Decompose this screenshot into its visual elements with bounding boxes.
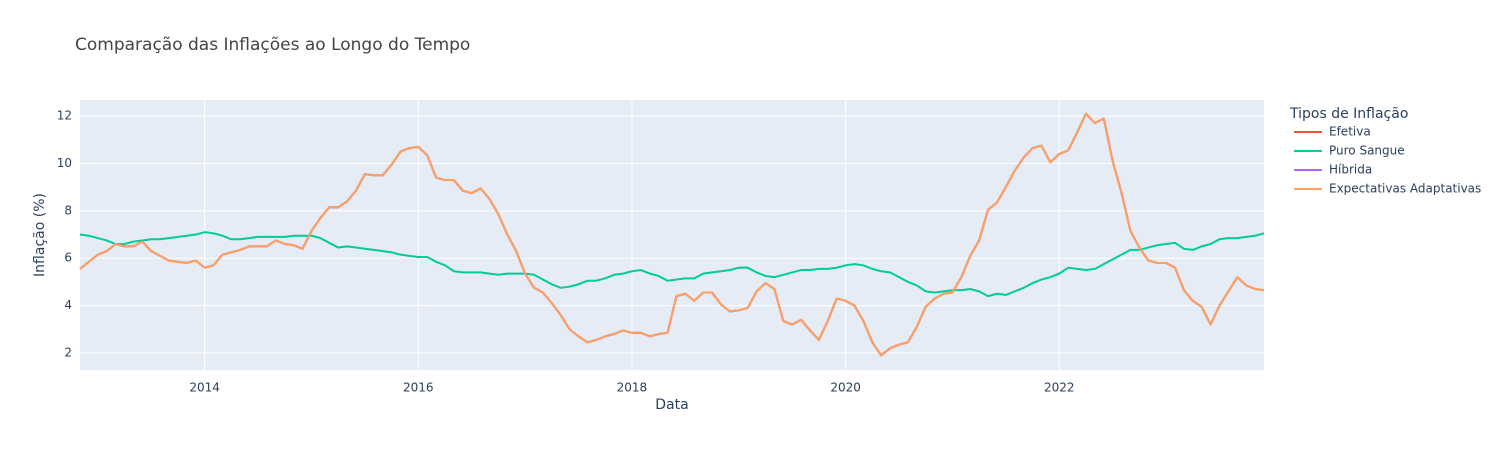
grid bbox=[80, 100, 1264, 370]
x-tick-label: 2022 bbox=[1044, 381, 1075, 395]
y-tick-label: 2 bbox=[64, 345, 72, 359]
y-tick-label: 6 bbox=[64, 251, 72, 265]
legend-label: Expectativas Adaptativas bbox=[1329, 182, 1481, 196]
y-tick-label: 4 bbox=[64, 298, 72, 312]
legend-label: Efetiva bbox=[1329, 125, 1371, 139]
legend-title: Tipos de Inflação bbox=[1289, 106, 1408, 122]
x-tick-label: 2016 bbox=[403, 381, 434, 395]
y-axis-title: Inflação (%) bbox=[32, 193, 48, 277]
plot-area bbox=[80, 100, 1264, 370]
x-tick-label: 2018 bbox=[617, 381, 648, 395]
y-tick-label: 8 bbox=[64, 203, 72, 217]
x-tick-label: 2014 bbox=[189, 381, 220, 395]
y-tick-label: 12 bbox=[57, 109, 72, 123]
x-tick-label: 2020 bbox=[830, 381, 861, 395]
chart-title: Comparação das Inflações ao Longo do Tem… bbox=[75, 35, 470, 55]
legend-label: Puro Sangue bbox=[1329, 144, 1405, 158]
y-tick-label: 10 bbox=[57, 156, 72, 170]
legend-label: Híbrida bbox=[1329, 163, 1372, 177]
line-series bbox=[79, 231, 1265, 298]
x-axis-title: Data bbox=[655, 397, 688, 413]
line-series bbox=[79, 112, 1265, 357]
